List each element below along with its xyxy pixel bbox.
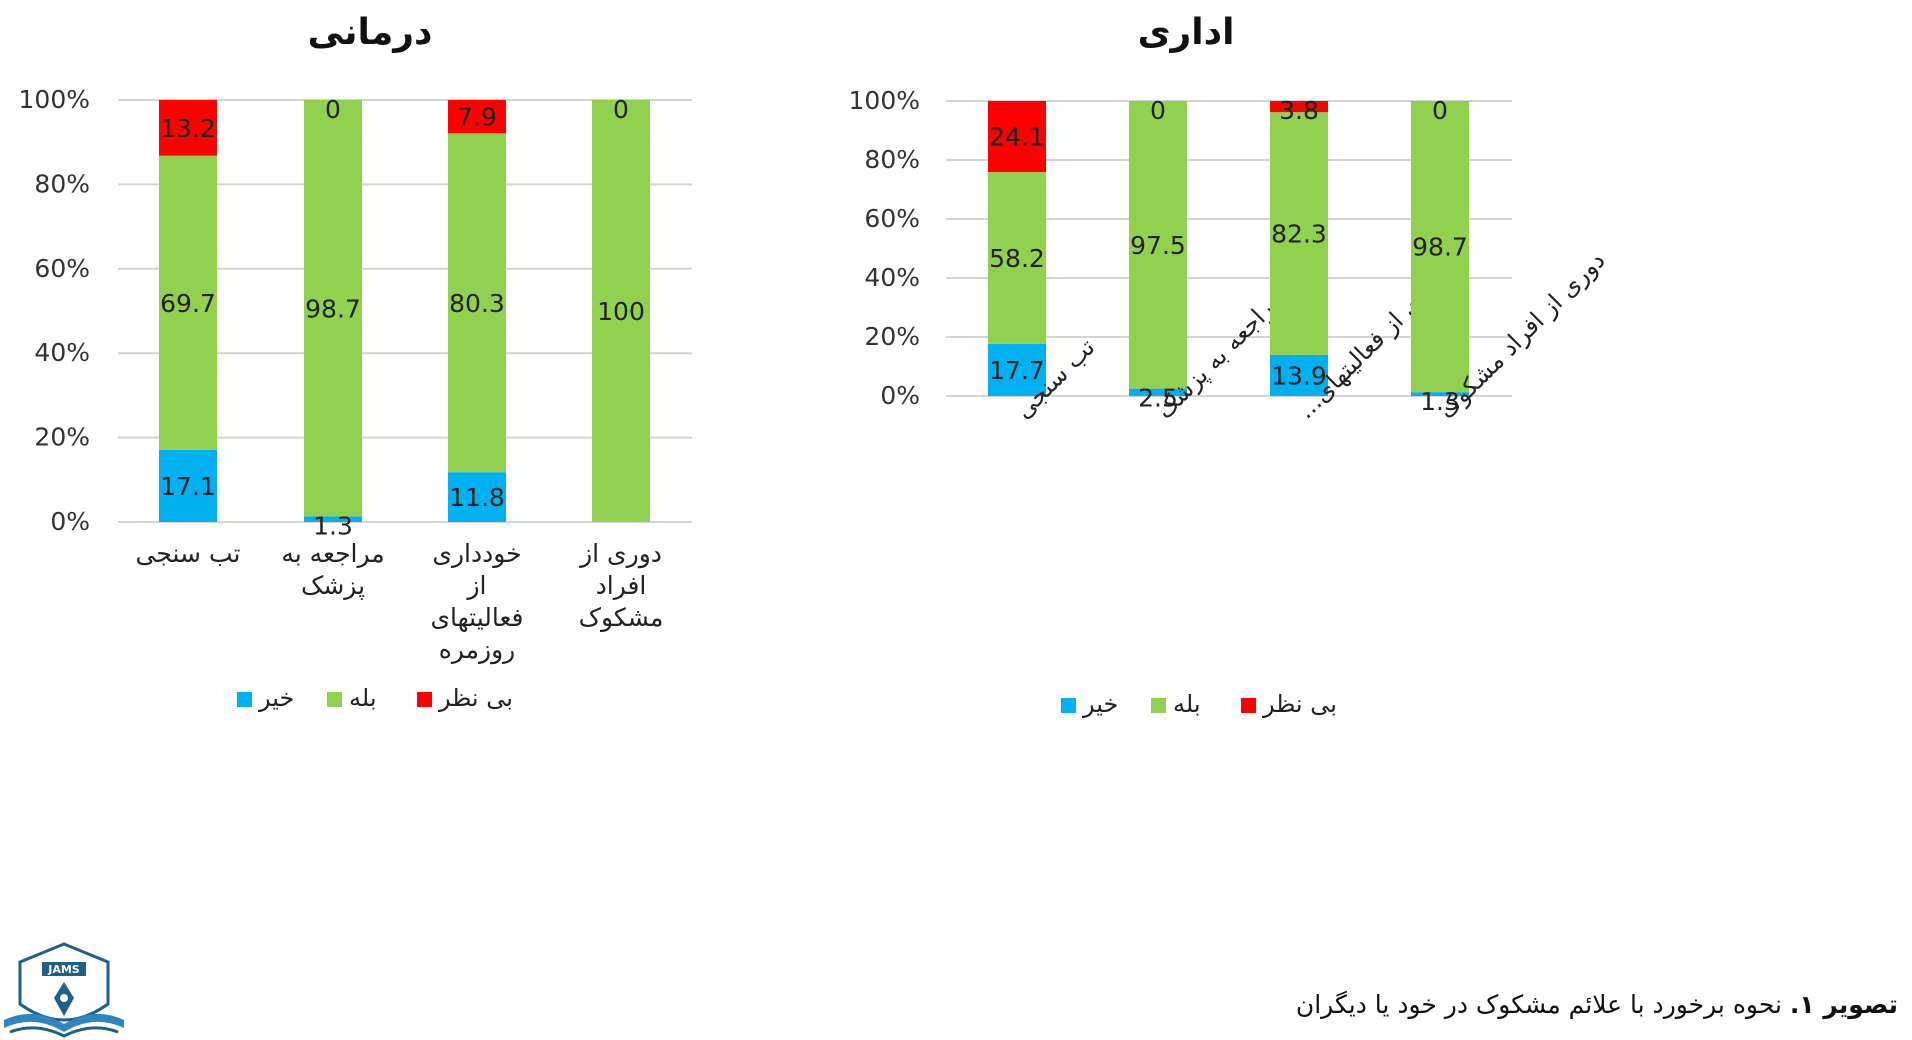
data-label: 98.7 xyxy=(1412,233,1468,262)
data-label: 17.1 xyxy=(160,472,216,501)
data-label: 0 xyxy=(325,95,341,124)
data-label: 80.3 xyxy=(449,289,505,318)
x-category-label: تب سنجی xyxy=(136,539,241,568)
bar-segment xyxy=(1129,388,1187,396)
data-label: 0 xyxy=(613,95,629,124)
legend-swatch xyxy=(237,692,252,707)
x-category-label: از xyxy=(465,571,486,600)
data-label: 13.9 xyxy=(1271,361,1327,390)
legend-swatch xyxy=(417,692,432,707)
bar-segment xyxy=(988,101,1046,173)
x-category-label: مراجعه به xyxy=(281,539,384,568)
caption-text: نحوه برخورد با علائم مشکوک در خود یا دیگ… xyxy=(1295,990,1790,1019)
data-label: 3.8 xyxy=(1279,96,1319,125)
x-category-label: فعالیتهای xyxy=(430,603,523,633)
bar-segment xyxy=(304,516,362,522)
legend-swatch xyxy=(327,692,342,707)
bar-segment xyxy=(988,172,1046,344)
legend-swatch xyxy=(1241,698,1256,713)
bar-segment xyxy=(159,155,217,450)
bar-segment xyxy=(592,100,650,522)
chart-title: اداری xyxy=(1138,12,1235,53)
legend-label: بله xyxy=(1173,690,1201,718)
data-label: 98.7 xyxy=(305,294,361,323)
data-label: 69.7 xyxy=(160,289,216,318)
legend-swatch xyxy=(1061,698,1076,713)
bar-segment xyxy=(1411,101,1469,393)
y-tick-label: 20% xyxy=(864,322,920,351)
data-label: 97.5 xyxy=(1130,231,1186,260)
y-tick-label: 40% xyxy=(34,338,90,367)
y-tick-label: 100% xyxy=(19,85,90,114)
bar-segment xyxy=(1270,112,1328,355)
x-category-label: پزشک xyxy=(301,571,365,600)
legend-swatch xyxy=(1151,698,1166,713)
chart-title: درمانی xyxy=(308,12,433,53)
data-label: 58.2 xyxy=(989,244,1045,273)
data-label: 0 xyxy=(1150,96,1166,125)
bar-segment xyxy=(1270,101,1328,113)
bar-segment xyxy=(988,343,1046,396)
bar-segment xyxy=(1270,354,1328,396)
x-category-label: مشکوک xyxy=(579,603,664,632)
x-category-label: خودداری xyxy=(432,539,521,568)
y-tick-label: 80% xyxy=(34,169,90,198)
data-label: 0 xyxy=(1432,96,1448,125)
x-category-label: روزمره xyxy=(439,635,516,665)
bar-segment xyxy=(448,472,506,522)
x-category-label: افراد xyxy=(596,571,647,600)
y-tick-label: 80% xyxy=(864,145,920,174)
bar-segment xyxy=(304,100,362,517)
legend-label: خیر xyxy=(258,684,294,712)
y-tick-label: 0% xyxy=(50,507,90,536)
legend-label: خیر xyxy=(1082,690,1118,718)
y-tick-label: 100% xyxy=(849,86,920,115)
bar-segment xyxy=(448,100,506,134)
bar-segment xyxy=(448,133,506,473)
data-label: 13.2 xyxy=(160,114,216,143)
jams-logo: JAMS xyxy=(4,942,124,1038)
y-tick-label: 20% xyxy=(34,423,90,452)
data-label: 82.3 xyxy=(1271,220,1327,249)
bar-segment xyxy=(159,449,217,522)
data-label: 7.9 xyxy=(457,103,497,132)
data-label: 17.7 xyxy=(989,356,1045,385)
x-category-label: دوری از xyxy=(578,539,662,569)
y-tick-label: 40% xyxy=(864,263,920,292)
legend-label: بی نظر xyxy=(438,684,513,712)
logo-text: JAMS xyxy=(47,963,80,976)
data-label: 11.8 xyxy=(449,483,505,512)
y-tick-label: 0% xyxy=(880,381,920,410)
bar-segment xyxy=(159,100,217,156)
figure-caption: تصویر ۱. نحوه برخورد با علائم مشکوک در خ… xyxy=(1296,990,1898,1019)
legend-label: بله xyxy=(349,684,377,712)
data-label: 24.1 xyxy=(989,123,1045,152)
data-label: 100 xyxy=(597,297,645,326)
y-tick-label: 60% xyxy=(864,204,920,233)
y-tick-label: 60% xyxy=(34,254,90,283)
caption-label: تصویر ۱. xyxy=(1789,990,1898,1019)
legend-label: بی نظر xyxy=(1262,690,1337,718)
bar-segment xyxy=(1129,101,1187,389)
bar-segment xyxy=(1411,392,1469,396)
